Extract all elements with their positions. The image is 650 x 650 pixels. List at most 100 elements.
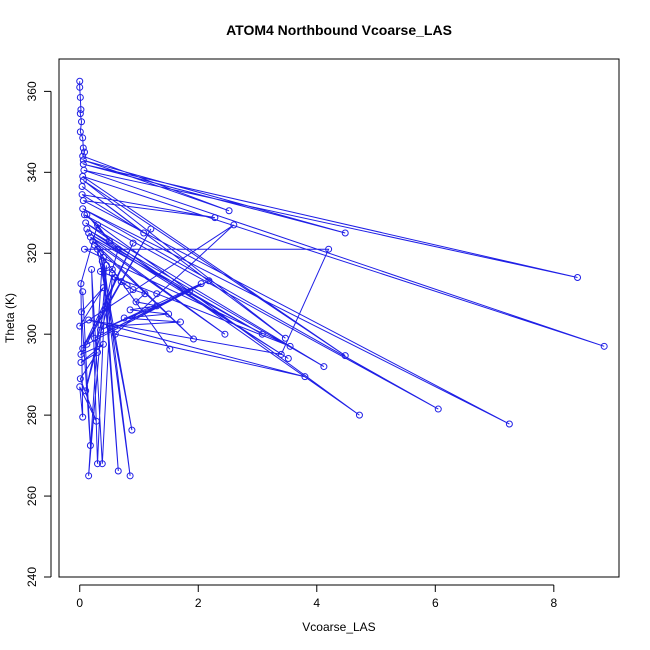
data-point [111,274,119,282]
data-point [83,211,91,219]
data-point [129,239,137,247]
data-point [96,326,104,334]
data-point [301,373,309,381]
data-point [132,298,140,306]
data-point [79,172,87,180]
data-point [114,245,122,253]
data-point [105,237,113,245]
data-point [83,225,91,233]
data-point [78,118,86,126]
data-point [99,284,107,292]
y-axis-label: Theta (K) [3,293,17,343]
data-point [277,350,285,358]
data-point [92,417,100,425]
data-point [320,363,328,371]
data-point [117,278,125,286]
data-point [89,237,97,245]
data-point [341,352,349,360]
y-tick-label: 360 [25,81,39,101]
data-point [80,148,88,156]
data-point [147,225,155,233]
data-point [141,290,149,298]
data-point [153,290,161,298]
y-axis: 240 260 280 300 320 340 360 [25,81,52,587]
y-tick-label: 340 [25,162,39,182]
data-point [281,334,289,342]
data-point [98,460,106,468]
data-point [211,214,219,222]
y-tick-label: 320 [25,243,39,263]
data-point [221,330,229,338]
y-tick-label: 260 [25,486,39,506]
data-point [83,340,91,348]
data-point [341,229,349,237]
data-point [114,467,122,475]
data-point [79,197,87,205]
data-point [79,413,87,421]
data-point [129,286,137,294]
plot-frame [58,58,620,578]
x-tick-label: 8 [550,596,557,610]
data-point [85,229,93,237]
data-point [258,330,266,338]
data-point [80,211,88,219]
x-axis: 0 2 4 6 8 [76,584,557,610]
data-point [85,472,93,480]
data-point [286,342,294,350]
data-point [94,221,102,229]
data-point [94,460,102,468]
y-tick-label: 300 [25,324,39,344]
data-point [120,314,128,322]
data-point [79,344,87,352]
data-point [85,316,93,324]
data-point [76,322,84,330]
series-layer [76,77,608,480]
data-point [197,280,205,288]
data-point [434,405,442,413]
data-point [77,106,85,114]
data-point [190,335,198,343]
data-point [77,350,85,358]
data-point [102,261,110,269]
y-tick-label: 240 [25,567,39,587]
data-point [185,288,193,296]
data-point [505,420,513,428]
data-point [76,383,84,391]
data-point [126,306,134,314]
data-point [325,245,333,253]
y-tick-label: 280 [25,405,39,425]
data-point [105,322,113,330]
data-point [88,265,96,273]
data-point [166,345,174,353]
x-tick-label: 6 [432,596,439,610]
data-point [76,83,84,91]
data-point [79,144,87,152]
data-point [94,348,102,356]
data-point [126,472,134,480]
data-point [128,426,136,434]
data-point [76,375,84,383]
data-point [123,282,131,290]
x-axis-label: Vcoarse_LAS [302,620,375,634]
data-point [76,93,84,101]
data-point [79,134,87,142]
data-point [76,110,84,118]
data-point [99,340,107,348]
data-point [176,318,184,326]
data-point [230,221,238,229]
data-point [82,387,90,395]
data-point [108,265,116,273]
x-tick-label: 4 [313,596,320,610]
data-point [96,267,104,275]
data-point [165,310,173,318]
data-point [79,288,87,296]
data-point [355,411,363,419]
data-point [205,277,213,285]
data-point [574,274,582,282]
data-point [99,253,107,261]
data-point [80,245,88,253]
data-point [76,128,84,136]
data-point [79,156,87,164]
data-point [153,302,161,310]
